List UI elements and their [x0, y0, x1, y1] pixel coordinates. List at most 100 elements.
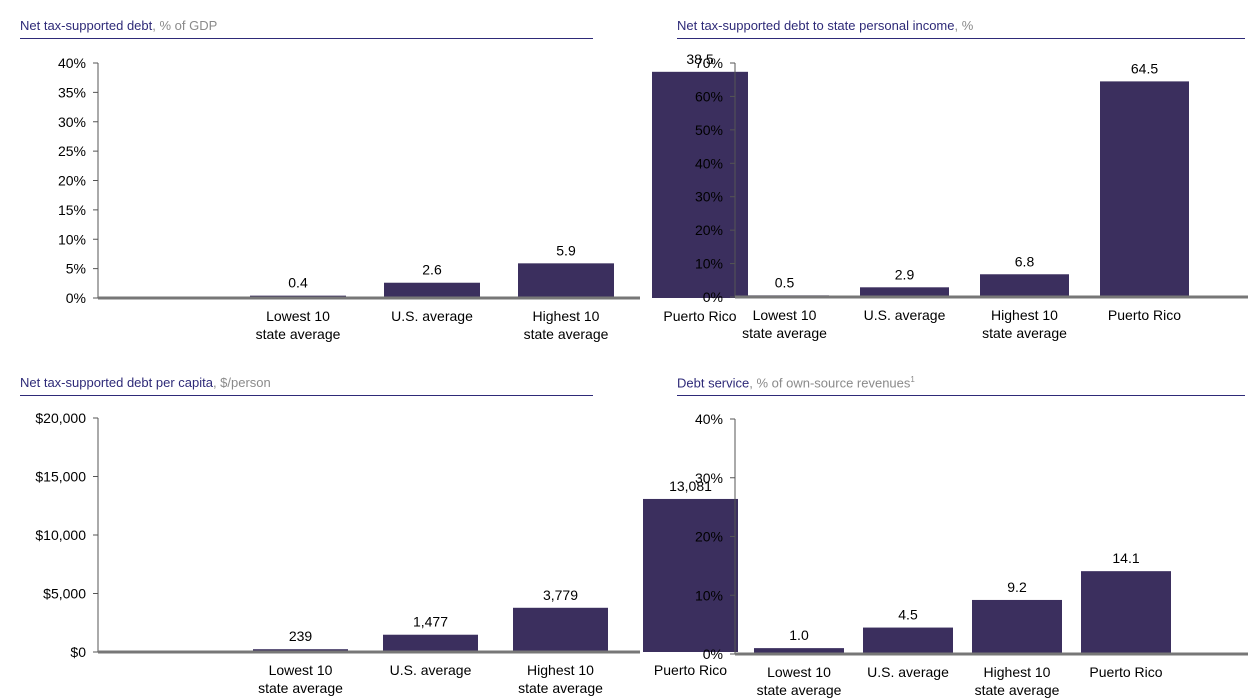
chart-title-main: Net tax-supported debt per capita: [20, 375, 213, 390]
x-tick-label-line: Highest 10: [984, 664, 1051, 680]
y-tick-label: 30%: [695, 189, 723, 205]
bar: [384, 282, 480, 298]
y-tick-label: 40%: [58, 55, 86, 71]
chart-title-main: Net tax-supported debt to state personal…: [677, 18, 955, 33]
y-tick-label: 20%: [58, 173, 86, 189]
chart-title: Net tax-supported debt to state personal…: [677, 18, 973, 33]
y-tick-label: $0: [70, 644, 86, 660]
y-tick-label: 40%: [695, 155, 723, 171]
x-tick-label-line: Highest 10: [991, 307, 1058, 323]
y-tick-label: $5,000: [43, 586, 86, 602]
data-label: 239: [289, 628, 313, 644]
bar-chart-svg: $0 $5,000 $10,000 $15,000 $20,000 239 Lowest 1…: [35, 410, 738, 696]
y-tick-label: 10%: [58, 231, 86, 247]
x-tick-label: Highest 10 state average: [518, 662, 603, 696]
data-label: 5.9: [556, 242, 576, 258]
chart-title-main: Net tax-supported debt: [20, 18, 153, 33]
x-tick-label-line: Puerto Rico: [654, 662, 727, 678]
bar-chart-svg: 0% 10% 20% 30% 40% 50% 60% 70% 0.5 Lowest 10 state…: [695, 55, 1248, 341]
x-tick-label-line: U.S. average: [391, 308, 473, 324]
x-tick-label: Highest 10 state average: [524, 308, 609, 342]
x-tick-label: U.S. average: [391, 308, 473, 324]
x-tick-label-line: Puerto Rico: [1089, 664, 1162, 680]
title-underline: [20, 38, 593, 39]
chart-title-main: Debt service: [677, 375, 750, 391]
bar: [863, 627, 953, 654]
chart-debt-personal-income: Net tax-supported debt to state personal…: [677, 18, 1248, 348]
x-tick-label-line: state average: [982, 325, 1067, 341]
x-tick-label-line: state average: [742, 325, 827, 341]
data-label: 4.5: [898, 607, 918, 623]
x-tick-label-line: Lowest 10: [269, 662, 333, 678]
chart-title: Net tax-supported debt, % of GDP: [20, 18, 217, 33]
y-tick-label: 0%: [703, 289, 723, 305]
x-tick-label: Highest 10 state average: [982, 307, 1067, 341]
y-tick-label: 10%: [695, 256, 723, 272]
data-label: 2.9: [895, 266, 915, 282]
y-tick-label: 0%: [703, 646, 723, 662]
y-tick-label: 30%: [695, 470, 723, 486]
data-label: 3,779: [543, 587, 578, 603]
footnote-marker: 1: [910, 375, 915, 384]
x-tick-label: Lowest 10 state average: [258, 662, 343, 696]
data-label: 13,081: [669, 478, 712, 494]
y-tick-label: 70%: [695, 55, 723, 71]
x-tick-label-line: state average: [256, 326, 341, 342]
data-label: 64.5: [1131, 60, 1158, 76]
chart-title-unit: , $/person: [212, 375, 271, 390]
title-underline: [677, 395, 1245, 396]
bar: [518, 263, 614, 298]
y-tick-label: 0%: [66, 290, 86, 306]
x-tick-label-line: state average: [975, 682, 1060, 698]
x-tick-label-line: Puerto Rico: [663, 308, 736, 324]
x-tick-label: U.S. average: [867, 664, 949, 680]
bar-chart-svg: 0% 10% 20% 30% 40% 1.0 Lowest 10 state average 4…: [695, 411, 1248, 698]
bar: [972, 599, 1062, 654]
data-label: 0.4: [288, 275, 308, 291]
x-tick-label-line: Highest 10: [533, 308, 600, 324]
x-tick-label-line: state average: [518, 680, 603, 696]
chart-debt-per-capita: Net tax-supported debt per capita, $/per…: [20, 375, 738, 700]
y-tick-label: 35%: [58, 84, 86, 100]
chart-title: Net tax-supported debt per capita, $/per…: [20, 375, 271, 390]
y-tick-label: 60%: [695, 88, 723, 104]
y-tick-label: 20%: [695, 529, 723, 545]
chart-debt-service: Debt service, % of own-source revenues1 …: [677, 375, 1248, 700]
title-underline: [20, 395, 593, 396]
x-tick-label: Puerto Rico: [663, 308, 736, 324]
y-tick-label: 5%: [66, 261, 86, 277]
chart-debt-gdp: Net tax-supported debt, % of GDP 0% 5% 10%…: [20, 18, 748, 348]
x-tick-label: Lowest 10 state average: [256, 308, 341, 342]
y-tick-label: $15,000: [35, 469, 86, 485]
bar: [643, 498, 738, 652]
chart-title-unit: , %: [954, 18, 974, 33]
x-tick-label-line: U.S. average: [864, 307, 946, 323]
x-tick-label: Puerto Rico: [654, 662, 727, 678]
x-tick-label: Lowest 10 state average: [757, 664, 842, 698]
chart-title-unit: , % of GDP: [152, 18, 218, 33]
bar: [1100, 81, 1189, 297]
title-underline: [677, 38, 1245, 39]
y-tick-label: 40%: [695, 411, 723, 427]
x-tick-label: Puerto Rico: [1108, 307, 1181, 323]
bar: [1081, 571, 1171, 654]
x-tick-label-line: state average: [524, 326, 609, 342]
y-tick-label: $10,000: [35, 527, 86, 543]
data-label: 1,477: [413, 614, 448, 630]
y-tick-label: $20,000: [35, 410, 86, 426]
x-tick-label-line: Puerto Rico: [1108, 307, 1181, 323]
data-label: 38.5: [686, 51, 713, 67]
x-tick-label: Highest 10 state average: [975, 664, 1060, 698]
x-tick-label-line: state average: [258, 680, 343, 696]
data-label: 14.1: [1112, 550, 1139, 566]
x-tick-label-line: Lowest 10: [753, 307, 817, 323]
y-tick-label: 10%: [695, 587, 723, 603]
x-tick-label-line: U.S. average: [390, 662, 472, 678]
bar: [754, 648, 844, 654]
x-tick-label: Puerto Rico: [1089, 664, 1162, 680]
x-tick-label-line: Highest 10: [527, 662, 594, 678]
bar: [652, 71, 748, 298]
data-label: 9.2: [1007, 579, 1027, 595]
bar: [860, 287, 949, 297]
x-tick-label-line: Lowest 10: [767, 664, 831, 680]
